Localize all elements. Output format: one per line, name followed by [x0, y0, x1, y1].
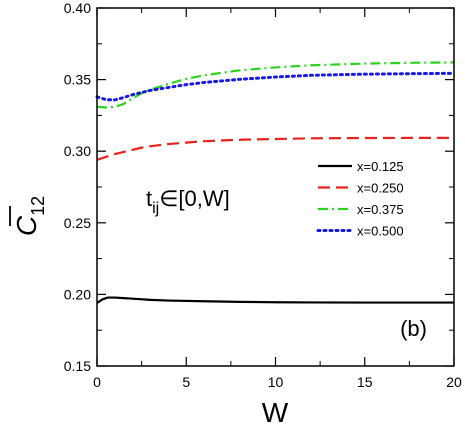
y-tick-label: 0.15 [64, 358, 91, 374]
legend-label-1: x=0.125 [357, 159, 404, 174]
annotation-formula: tij∈[0,W] [146, 186, 230, 217]
y-axis-title: C12 [9, 196, 48, 236]
y-axis-title-main: C [11, 215, 42, 236]
series-line-1 [96, 296, 454, 304]
annotation-formula-rest: ∈[0,W] [159, 186, 230, 211]
y-tick-label: 0.20 [64, 286, 91, 302]
y-tick-label: 0.30 [64, 143, 91, 159]
x-tick-label: 5 [182, 374, 190, 390]
legend-label-4: x=0.500 [357, 224, 404, 239]
x-tick-label: 15 [357, 374, 373, 390]
annotation-formula-sub: ij [152, 200, 159, 217]
annotation-formula-t: t [146, 186, 152, 211]
y-tick-label: 0.35 [64, 72, 91, 88]
legend-label-2: x=0.250 [357, 181, 404, 196]
panel-label: (b) [400, 316, 427, 341]
x-tick-label: 20 [446, 374, 462, 390]
y-tick-label: 0.25 [64, 215, 91, 231]
ticks-layer: 0 5 10 15 20 0.15 0.20 0.25 0.30 0.35 0.40 [64, 0, 462, 390]
x-tick-label: 10 [268, 374, 284, 390]
y-axis-title-sub: 12 [28, 196, 48, 216]
svg-text:C12: C12 [11, 196, 48, 236]
series-line-3 [96, 61, 455, 109]
y-tick-label: 0.40 [64, 0, 91, 16]
series-line-4 [95, 71, 456, 102]
legend-label-3: x=0.375 [357, 202, 404, 217]
series-layer [95, 61, 456, 304]
series-line-2 [96, 136, 454, 161]
plot-frame [96, 7, 455, 367]
x-tick-label: 0 [93, 374, 101, 390]
legend: x=0.125 x=0.250 x=0.375 x=0.500 [316, 159, 404, 239]
x-axis-title: W [262, 397, 289, 428]
